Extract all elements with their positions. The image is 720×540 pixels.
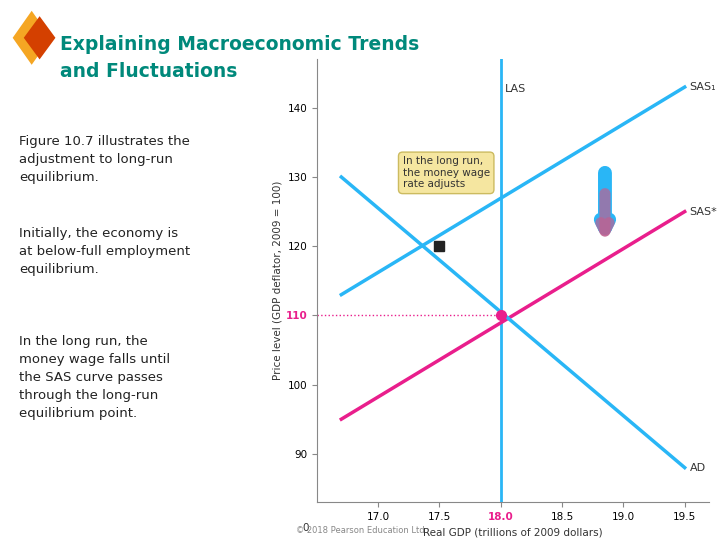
Text: 0: 0	[302, 523, 309, 533]
Text: Initially, the economy is
at below-full employment
equilibrium.: Initially, the economy is at below-full …	[19, 227, 190, 276]
Text: LAS: LAS	[505, 84, 526, 93]
Polygon shape	[24, 16, 55, 59]
X-axis label: Real GDP (trillions of 2009 dollars): Real GDP (trillions of 2009 dollars)	[423, 528, 603, 537]
Text: SAS₁: SAS₁	[690, 82, 716, 92]
Text: Explaining Macroeconomic Trends: Explaining Macroeconomic Trends	[60, 35, 420, 54]
Polygon shape	[13, 11, 50, 65]
Text: SAS*: SAS*	[690, 207, 717, 217]
Text: In the long run, the
money wage falls until
the SAS curve passes
through the lon: In the long run, the money wage falls un…	[19, 335, 170, 420]
Text: Figure 10.7 illustrates the
adjustment to long-run
equilibrium.: Figure 10.7 illustrates the adjustment t…	[19, 135, 190, 184]
Text: In the long run,
the money wage
rate adjusts: In the long run, the money wage rate adj…	[402, 156, 490, 190]
Text: and Fluctuations: and Fluctuations	[60, 62, 238, 81]
Y-axis label: Price level (GDP deflator, 2009 = 100): Price level (GDP deflator, 2009 = 100)	[273, 181, 282, 381]
Text: AD: AD	[690, 463, 706, 472]
Text: © 2018 Pearson Education Ltd: © 2018 Pearson Education Ltd	[296, 525, 424, 535]
FancyArrowPatch shape	[600, 173, 609, 228]
FancyArrowPatch shape	[600, 194, 609, 231]
